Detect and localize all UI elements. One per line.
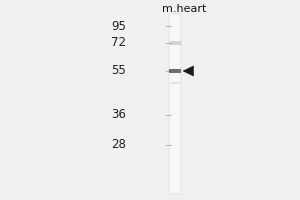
Bar [169, 69, 181, 73]
Text: 55: 55 [111, 64, 126, 77]
Text: 72: 72 [111, 36, 126, 49]
Text: m.heart: m.heart [162, 4, 207, 14]
Text: 95: 95 [111, 20, 126, 32]
Bar [170, 41, 181, 45]
Text: 36: 36 [111, 108, 126, 121]
Bar [169, 14, 181, 194]
Polygon shape [182, 66, 194, 76]
Bar [171, 82, 180, 84]
Text: 28: 28 [111, 138, 126, 152]
